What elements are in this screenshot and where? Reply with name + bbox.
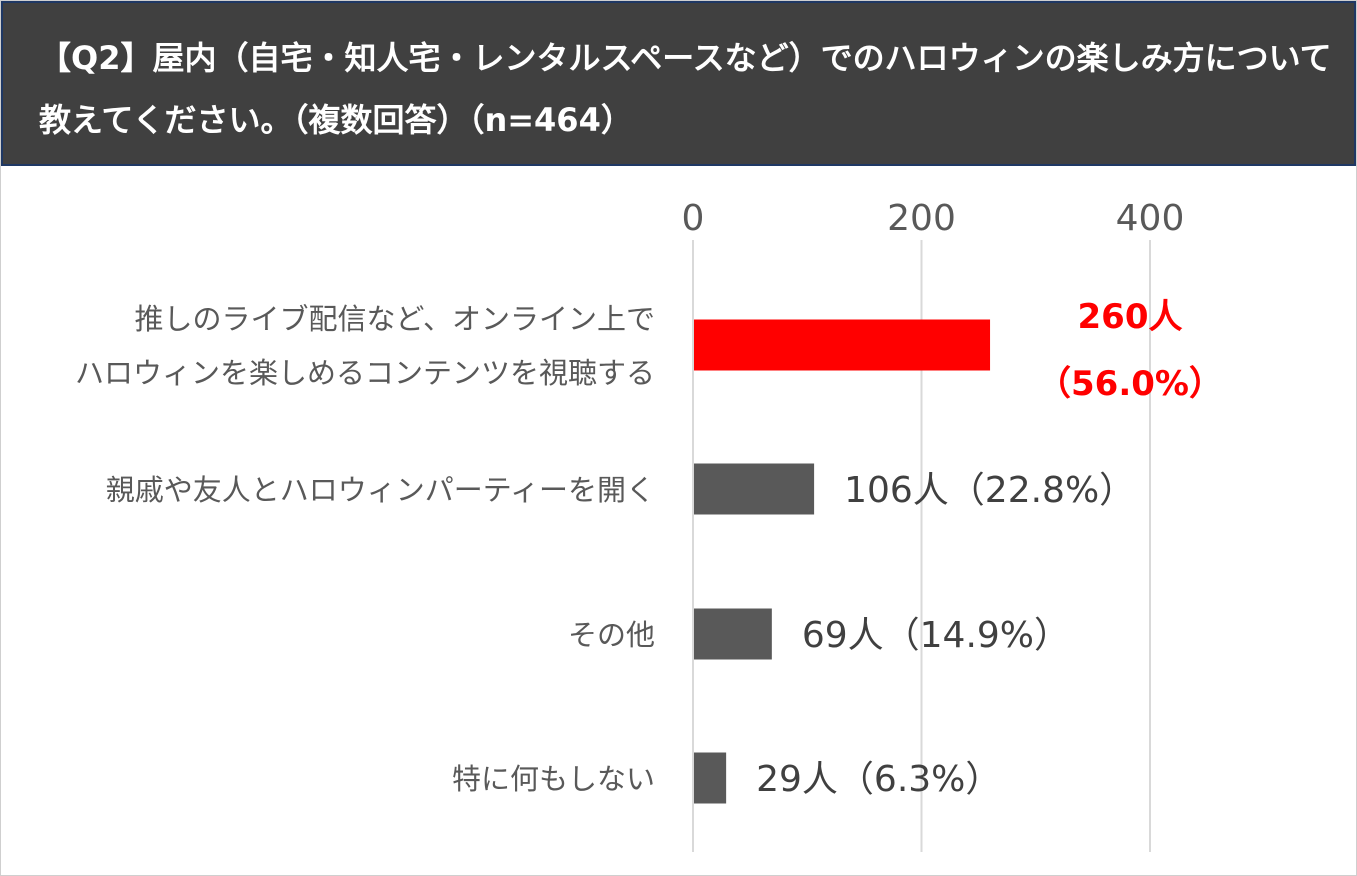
- data-label: 29人（6.3%）: [756, 759, 1001, 800]
- bar: [694, 463, 815, 515]
- question-title-line-1: 【Q2】屋内（自宅・知人宅・レンタルスペースなど）でのハロウィンの楽しみ方につい…: [39, 39, 1332, 77]
- data-label: 106人（22.8%）: [844, 470, 1135, 511]
- x-tick-label: 0: [682, 198, 705, 239]
- bar: [694, 319, 991, 371]
- category-label: その他: [568, 618, 655, 652]
- data-label-count: 260人: [1078, 297, 1183, 337]
- x-tick-label: 400: [1116, 198, 1185, 239]
- category-label: ハロウィンを楽しめるコンテンツを視聴する: [75, 356, 655, 390]
- x-tick-label: 200: [887, 198, 956, 239]
- title-banner: 【Q2】屋内（自宅・知人宅・レンタルスペースなど）でのハロウィンの楽しみ方につい…: [1, 1, 1356, 166]
- bar: [694, 752, 727, 804]
- question-title-line-2: 教えてください。（複数回答）（n=464）: [39, 101, 633, 139]
- data-label-percent: （56.0%）: [1037, 364, 1223, 404]
- data-label: 69人（14.9%）: [802, 615, 1070, 656]
- category-label: 推しのライブ配信など、オンライン上で: [134, 302, 655, 336]
- category-label: 親戚や友人とハロウィンパーティーを開く: [106, 473, 655, 507]
- bar: [694, 608, 772, 660]
- category-label: 特に何もしない: [452, 762, 655, 796]
